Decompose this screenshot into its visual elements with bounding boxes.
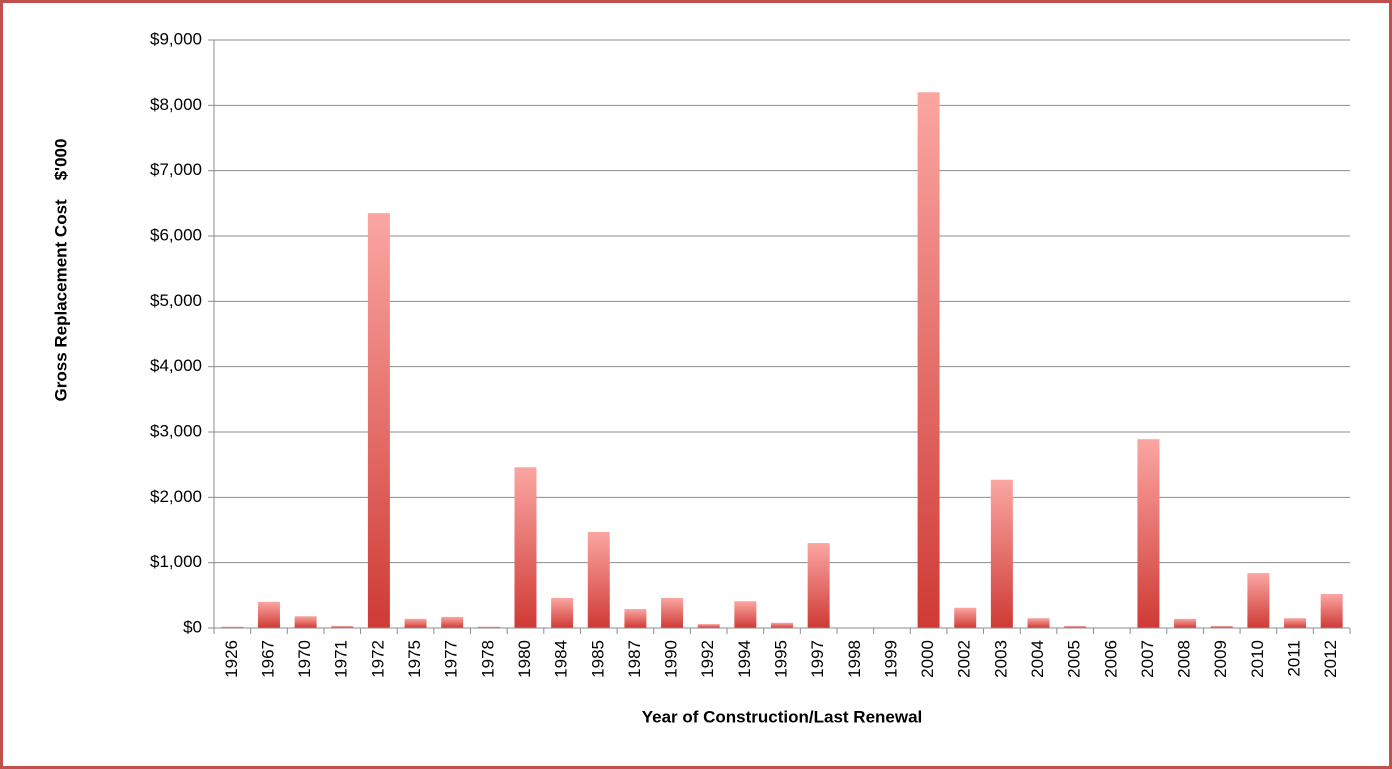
bar — [367, 213, 390, 628]
bar — [1174, 618, 1197, 628]
x-tick-label: 1972 — [368, 640, 387, 678]
y-tick-label: $7,000 — [150, 160, 202, 179]
y-tick-label: $2,000 — [150, 487, 202, 506]
x-tick-label: 2000 — [918, 640, 937, 678]
bar — [587, 531, 610, 628]
x-tick-label: 1971 — [332, 640, 351, 678]
bar — [1247, 573, 1270, 628]
bar — [441, 616, 464, 628]
bar — [624, 609, 647, 628]
y-tick-label: $5,000 — [150, 291, 202, 310]
x-tick-label: 2008 — [1175, 640, 1194, 678]
bar — [954, 607, 977, 628]
y-tick-label: $6,000 — [150, 225, 202, 244]
x-tick-label: 2011 — [1285, 640, 1304, 677]
x-tick-label: 1987 — [625, 640, 644, 678]
bar — [257, 601, 280, 628]
bar — [477, 626, 500, 628]
bar — [697, 624, 720, 628]
y-tick-label: $0 — [183, 617, 202, 636]
x-tick-label: 2007 — [1138, 640, 1157, 678]
y-tick-label: $4,000 — [150, 356, 202, 375]
x-tick-label: 1992 — [698, 640, 717, 678]
bar — [771, 622, 793, 628]
x-tick-label: 1984 — [552, 640, 571, 678]
x-tick-label: 1999 — [881, 640, 900, 678]
bar — [1320, 594, 1343, 628]
bar — [551, 597, 574, 628]
x-tick-label: 1975 — [405, 640, 424, 678]
x-tick-label: 2004 — [1028, 640, 1047, 678]
bar — [514, 467, 537, 628]
bar — [331, 626, 354, 628]
bar — [1210, 626, 1233, 628]
x-tick-label: 2002 — [955, 640, 974, 678]
bar — [1137, 439, 1160, 628]
x-tick-label: 2010 — [1248, 640, 1267, 678]
y-tick-label: $3,000 — [150, 421, 202, 440]
bar — [734, 601, 757, 628]
x-tick-label: 2003 — [991, 640, 1010, 678]
y-tick-label: $9,000 — [150, 29, 202, 48]
bar — [1027, 618, 1050, 628]
bar — [404, 618, 427, 628]
bar — [661, 597, 684, 628]
x-tick-label: 1994 — [735, 640, 754, 678]
x-axis-title: Year of Construction/Last Renewal — [642, 707, 923, 726]
bar — [221, 626, 244, 628]
x-tick-label: 1977 — [442, 640, 461, 678]
bar — [294, 616, 317, 628]
x-tick-label: 2012 — [1321, 640, 1340, 678]
bar — [1064, 626, 1087, 628]
x-tick-label: 2009 — [1211, 640, 1230, 678]
y-axis-title: Gross Replacement Cost $'000 — [51, 139, 70, 402]
x-tick-label: 2005 — [1065, 640, 1084, 678]
x-tick-label: 1995 — [771, 640, 790, 678]
x-tick-label: 1978 — [478, 640, 497, 678]
x-tick-label: 1997 — [808, 640, 827, 678]
y-tick-label: $1,000 — [150, 552, 202, 571]
bar — [990, 479, 1013, 628]
x-tick-label: 1998 — [845, 640, 864, 678]
x-tick-label: 1926 — [222, 640, 241, 678]
bar — [1284, 618, 1307, 628]
bar — [807, 543, 830, 628]
x-tick-label: 1980 — [515, 640, 534, 678]
bar — [917, 92, 940, 629]
x-tick-label: 1990 — [662, 640, 681, 678]
x-tick-label: 2006 — [1101, 640, 1120, 678]
y-tick-label: $8,000 — [150, 95, 202, 114]
x-tick-label: 1985 — [588, 640, 607, 678]
x-tick-label: 1970 — [295, 640, 314, 678]
x-tick-label: 1967 — [258, 640, 277, 678]
